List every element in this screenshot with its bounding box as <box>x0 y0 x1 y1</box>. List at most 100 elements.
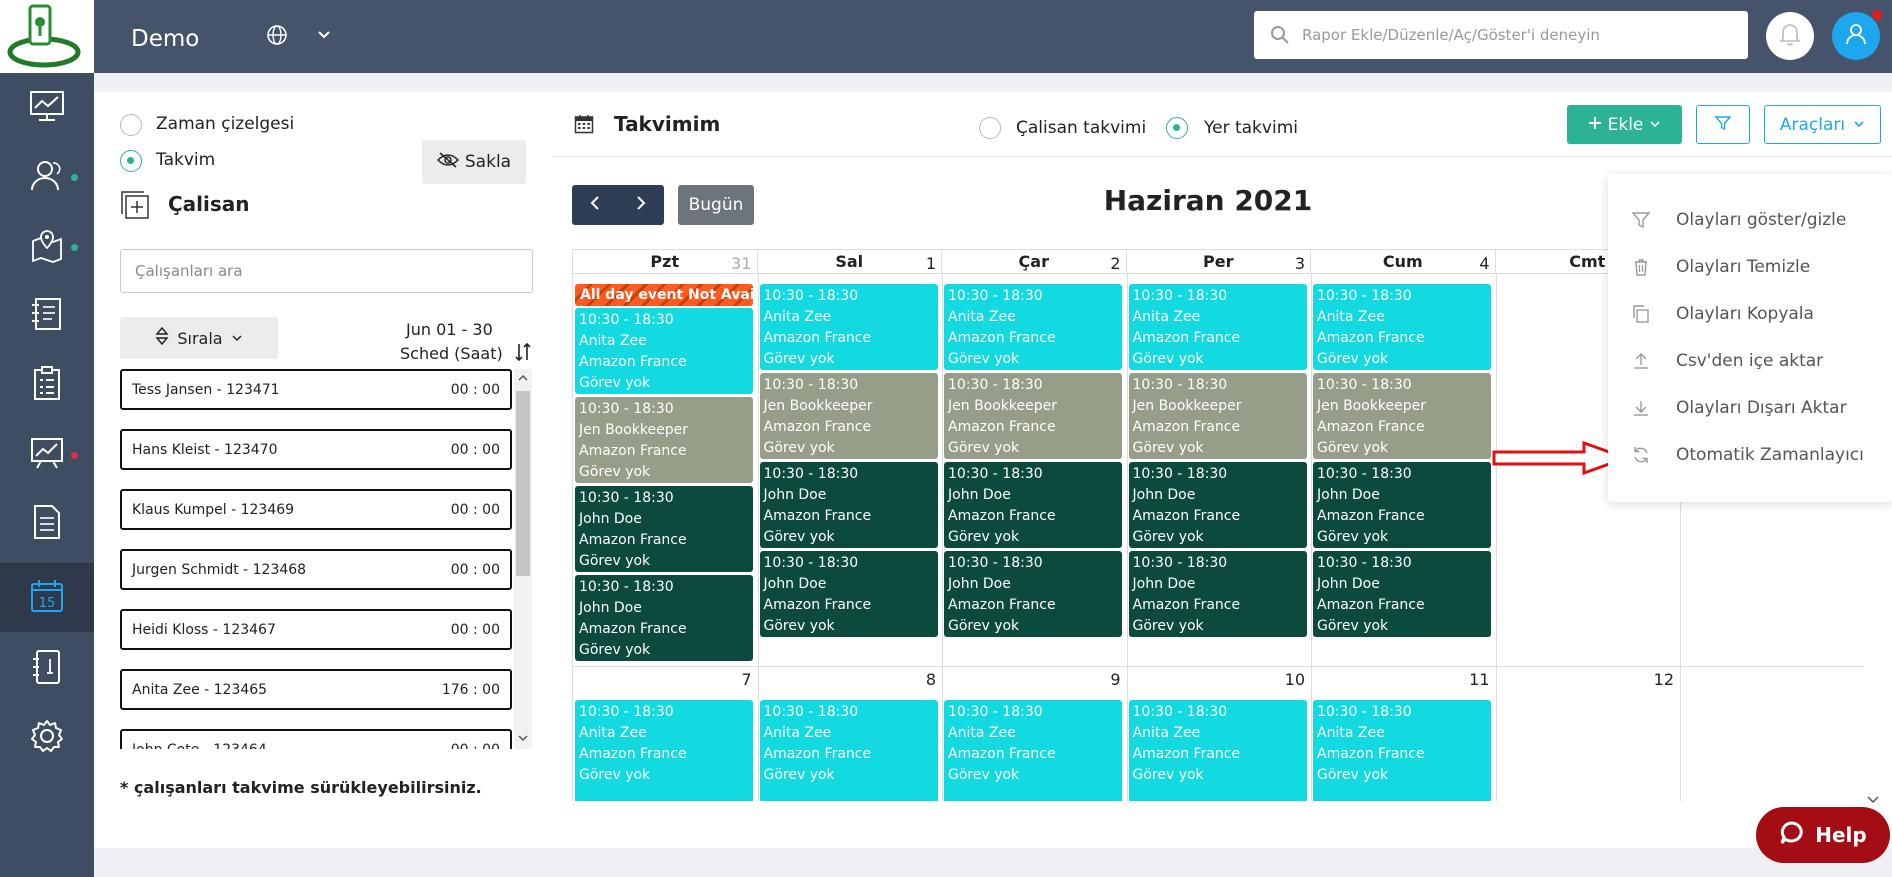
calendar-event[interactable]: 10:30 - 18:30 Jen Bookkeeper Amazon France… <box>944 373 1122 459</box>
employee-row[interactable]: John Cote - 123464 00 : 00 <box>120 729 512 749</box>
event-location: Amazon France <box>1132 597 1241 613</box>
calendar-event[interactable]: 10:30 - 18:30 Jen Bookkeeper Amazon France… <box>1128 373 1307 459</box>
day-header: Çar <box>942 250 1127 274</box>
scrollbar-thumb[interactable] <box>516 391 530 576</box>
sidebar-item-document[interactable] <box>0 489 94 558</box>
today-button[interactable]: Bugün <box>678 185 754 225</box>
chevron-down-icon[interactable] <box>316 26 332 46</box>
calendar-icon: 15 <box>29 578 65 618</box>
sidebar-item-map-pin[interactable] <box>0 212 94 281</box>
add-employee-icon[interactable] <box>120 190 150 224</box>
sidebar-item-gear[interactable] <box>0 703 94 772</box>
sidebar-item-notebook[interactable] <box>0 281 94 350</box>
eye-off-icon <box>436 151 459 173</box>
calendar-event[interactable]: 10:30 - 18:30 Jen Bookkeeper Amazon France… <box>759 373 938 459</box>
hide-button[interactable]: Sakla <box>422 140 526 184</box>
sidebar-item-presentation-chart[interactable] <box>0 420 94 489</box>
filter-icon <box>1631 211 1651 234</box>
add-button[interactable]: Ekle <box>1567 105 1682 144</box>
sidebar-item-users[interactable] <box>0 142 94 211</box>
search-input[interactable] <box>1302 11 1732 59</box>
calendar-event[interactable]: 10:30 - 18:30 Anita Zee Amazon France Görev… <box>944 700 1122 801</box>
chat-bubble-icon <box>1779 820 1805 851</box>
employee-calendar-radio[interactable] <box>979 117 1001 139</box>
calendar-event[interactable]: 10:30 - 18:30 Anita Zee Amazon France Görev… <box>575 308 753 394</box>
menu-item-copy[interactable]: Olayları Kopyala <box>1608 294 1892 334</box>
help-button[interactable]: Help <box>1756 807 1890 863</box>
user-menu-button[interactable] <box>1832 12 1880 60</box>
sidebar-item-calendar[interactable]: 15 <box>0 563 94 632</box>
event-location: Amazon France <box>579 443 687 459</box>
menu-item-upload[interactable]: Csv'den içe aktar <box>1608 341 1892 381</box>
employee-row[interactable]: Tess Jansen - 123471 00 : 00 <box>120 369 512 410</box>
menu-item-trash[interactable]: Olayları Temizle <box>1608 247 1892 287</box>
calendar-event[interactable]: 10:30 - 18:30 Anita Zee Amazon France Görev… <box>759 700 938 801</box>
grid-line <box>1126 274 1128 801</box>
timeline-radio[interactable] <box>120 114 142 136</box>
timeline-label: Zaman çizelgesi <box>156 114 295 134</box>
next-month-button[interactable] <box>618 185 664 225</box>
calendar-event[interactable]: 10:30 - 18:30 Anita Zee Amazon France Görev… <box>944 284 1122 370</box>
event-person: John Doe <box>1132 576 1196 592</box>
scroll-down-icon[interactable] <box>1866 790 1886 808</box>
sidebar-item-dashboard[interactable] <box>0 73 94 142</box>
globe-icon[interactable] <box>266 24 288 50</box>
menu-item-label: Otomatik Zamanlayıcı <box>1676 445 1864 465</box>
menu-item-filter[interactable]: Olayları göster/gizle <box>1608 200 1892 240</box>
calendar-event[interactable]: 10:30 - 18:30 John Doe Amazon France Görev … <box>1128 551 1307 637</box>
scroll-up-icon[interactable] <box>517 373 529 383</box>
notifications-button[interactable] <box>1766 12 1814 60</box>
location-calendar-radio[interactable] <box>1166 117 1188 139</box>
menu-item-refresh[interactable]: Otomatik Zamanlayıcı <box>1608 435 1892 475</box>
logo-icon <box>7 4 81 68</box>
all-day-event[interactable]: All day event Not Available <box>575 284 753 306</box>
calendar-event[interactable]: 10:30 - 18:30 John Doe Amazon France Görev … <box>575 486 753 572</box>
employee-search-input[interactable] <box>120 249 533 293</box>
event-location: Amazon France <box>1132 330 1241 346</box>
calendar-event[interactable]: 10:30 - 18:30 John Doe Amazon France Görev … <box>759 462 938 548</box>
employee-row[interactable]: Anita Zee - 123465 176 : 00 <box>120 669 512 710</box>
event-task: Görev yok <box>763 618 835 634</box>
range-dates: Jun 01 - 30 <box>406 320 493 339</box>
event-person: Jen Bookkeeper <box>948 398 1057 414</box>
calendar-radio[interactable] <box>120 150 142 172</box>
employee-row[interactable]: Klaus Kumpel - 123469 00 : 00 <box>120 489 512 530</box>
tools-button[interactable]: Araçları <box>1764 105 1881 144</box>
employee-list-scrollbar[interactable] <box>514 369 532 749</box>
calendar-event[interactable]: 10:30 - 18:30 John Doe Amazon France Görev … <box>1313 551 1491 637</box>
menu-item-download[interactable]: Olayları Dışarı Aktar <box>1608 388 1892 428</box>
calendar-event[interactable]: 10:30 - 18:30 John Doe Amazon France Görev … <box>759 551 938 637</box>
grid-line <box>1311 274 1312 801</box>
svg-text:15: 15 <box>39 596 56 611</box>
event-time: 10:30 - 18:30 <box>763 555 859 571</box>
calendar-panel: Takvimim Çalisan takvimi Yer takvimi Ekl… <box>552 92 1892 848</box>
filter-button[interactable] <box>1696 105 1750 144</box>
calendar-event[interactable]: 10:30 - 18:30 John Doe Amazon France Görev … <box>575 575 753 661</box>
sidebar-item-clipboard[interactable] <box>0 350 94 419</box>
sidebar-item-address-book[interactable] <box>0 634 94 703</box>
sort-button[interactable]: Sırala <box>120 317 278 359</box>
calendar-event[interactable]: 10:30 - 18:30 Jen Bookkeeper Amazon France… <box>575 397 753 483</box>
previous-month-button[interactable] <box>572 185 618 225</box>
calendar-event[interactable]: 10:30 - 18:30 John Doe Amazon France Görev … <box>1128 462 1307 548</box>
sort-hours-icon[interactable] <box>514 342 532 366</box>
calendar-event[interactable]: 10:30 - 18:30 John Doe Amazon France Görev … <box>944 462 1122 548</box>
scroll-down-icon[interactable] <box>517 733 529 743</box>
users-icon <box>29 157 65 197</box>
calendar-event[interactable]: 10:30 - 18:30 John Doe Amazon France Görev … <box>1313 462 1491 548</box>
calendar-event[interactable]: 10:30 - 18:30 John Doe Amazon France Görev … <box>944 551 1122 637</box>
bell-icon <box>1779 22 1801 50</box>
employee-row[interactable]: Hans Kleist - 123470 00 : 00 <box>120 429 512 470</box>
plus-icon <box>1588 115 1602 135</box>
employee-name: Klaus Kumpel - 123469 <box>132 501 295 518</box>
calendar-event[interactable]: 10:30 - 18:30 Jen Bookkeeper Amazon France… <box>1313 373 1491 459</box>
employee-row[interactable]: Jurgen Schmidt - 123468 00 : 00 <box>120 549 512 590</box>
employee-row[interactable]: Heidi Kloss - 123467 00 : 00 <box>120 609 512 650</box>
calendar-event[interactable]: 10:30 - 18:30 Anita Zee Amazon France Görev… <box>759 284 938 370</box>
logo[interactable] <box>0 0 94 73</box>
calendar-event[interactable]: 10:30 - 18:30 Anita Zee Amazon France Görev… <box>575 700 753 801</box>
calendar-event[interactable]: 10:30 - 18:30 Anita Zee Amazon France Görev… <box>1313 284 1491 370</box>
calendar-event[interactable]: 10:30 - 18:30 Anita Zee Amazon France Görev… <box>1128 700 1307 801</box>
calendar-event[interactable]: 10:30 - 18:30 Anita Zee Amazon France Görev… <box>1313 700 1491 801</box>
calendar-event[interactable]: 10:30 - 18:30 Anita Zee Amazon France Görev… <box>1128 284 1307 370</box>
